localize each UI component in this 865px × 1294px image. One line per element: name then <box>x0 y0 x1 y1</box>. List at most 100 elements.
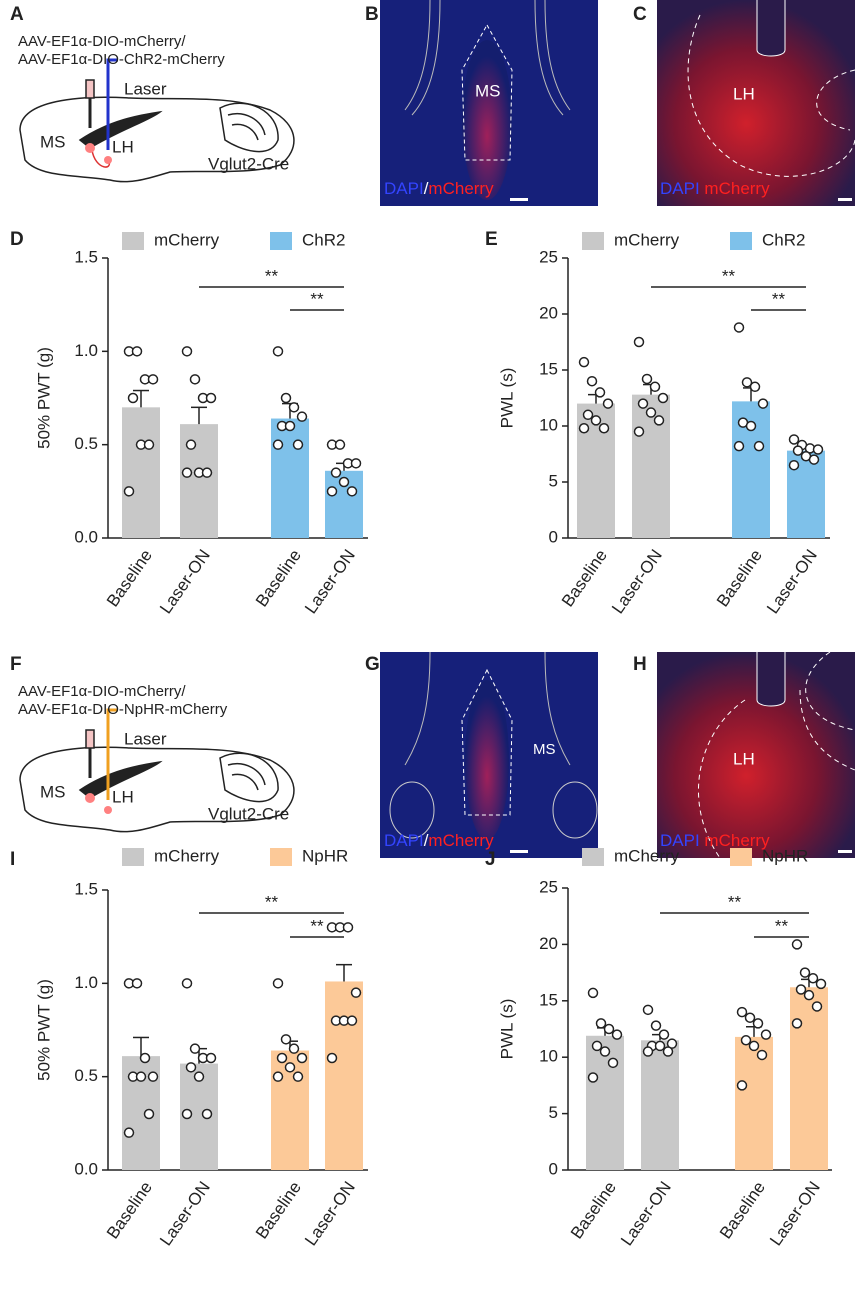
data-point <box>272 439 284 450</box>
data-point <box>741 377 753 388</box>
data-point <box>662 1046 674 1057</box>
data-point <box>756 1049 768 1061</box>
bar <box>586 1035 624 1170</box>
y-tick-label: 10 <box>539 415 558 434</box>
stain: mCherry <box>704 831 770 850</box>
construct: AAV-EF1α-DIO-ChR2-mCherry <box>18 51 225 68</box>
micrograph-c <box>657 0 856 206</box>
data-point <box>280 1034 292 1045</box>
data-point <box>350 458 362 469</box>
data-point <box>181 346 193 357</box>
y-tick-label: 25 <box>539 877 558 896</box>
stain: / <box>424 831 429 850</box>
data-point <box>342 922 354 933</box>
data-point <box>578 422 590 434</box>
x-tick-label: Laser-ON <box>301 546 359 617</box>
data-point <box>657 392 669 404</box>
legend-label: mCherry <box>154 846 220 865</box>
y-axis-label: 50% PWT (g) <box>34 979 53 1081</box>
data-point <box>752 1018 764 1029</box>
significance-label: ** <box>265 892 279 911</box>
data-point <box>733 440 745 452</box>
bar <box>122 407 160 538</box>
laser-label: Laser <box>124 79 167 98</box>
data-point <box>654 1040 666 1052</box>
bar <box>790 987 828 1170</box>
legend-swatch <box>582 232 604 250</box>
data-point <box>633 426 645 437</box>
data-point <box>326 486 338 497</box>
x-tick-label: Laser-ON <box>301 1178 359 1249</box>
stain: mCherry <box>428 179 494 198</box>
data-point <box>642 1046 654 1057</box>
data-point <box>123 1127 135 1138</box>
legend-label: ChR2 <box>302 230 345 249</box>
data-point <box>757 398 769 409</box>
legend-swatch <box>122 848 144 866</box>
data-point <box>598 422 610 434</box>
data-point <box>788 459 800 471</box>
y-tick-label: 15 <box>539 359 558 378</box>
x-tick-label: Baseline <box>567 1178 620 1242</box>
data-point <box>189 374 201 385</box>
significance-label: ** <box>265 266 279 285</box>
micrograph-b <box>380 0 598 206</box>
data-point <box>292 439 304 450</box>
legend-swatch <box>122 232 144 250</box>
data-point <box>812 444 824 455</box>
data-point <box>811 1001 823 1012</box>
y-tick-label: 1.5 <box>74 879 98 898</box>
laser-label: Laser <box>124 729 167 748</box>
y-tick-label: 10 <box>539 1047 558 1066</box>
data-point <box>288 402 300 413</box>
data-point <box>587 1072 599 1083</box>
data-point <box>326 1052 338 1064</box>
data-point <box>791 1018 803 1029</box>
data-point <box>603 1023 615 1035</box>
y-tick-label: 5 <box>549 1103 558 1122</box>
data-point <box>205 1052 217 1064</box>
panel-label: D <box>10 229 24 250</box>
data-point <box>346 1015 358 1026</box>
data-point <box>611 1029 623 1040</box>
construct: AAV-EF1α-DIO-mCherry/ <box>18 683 186 700</box>
data-point <box>760 1029 772 1040</box>
data-point <box>143 1108 155 1120</box>
data-point <box>586 375 598 387</box>
data-point <box>591 1040 603 1052</box>
data-point <box>736 1080 748 1091</box>
data-point <box>127 392 139 404</box>
data-point <box>272 978 284 989</box>
y-tick-label: 1.5 <box>74 247 98 266</box>
panel-label: F <box>10 654 22 675</box>
bar <box>641 1040 679 1170</box>
legend-label: mCherry <box>614 230 680 249</box>
schematic-f <box>19 708 295 833</box>
stain-caption: DAPI/mCherry <box>384 831 494 850</box>
schematic-a <box>19 58 295 183</box>
data-point <box>123 486 135 497</box>
stain: mCherry <box>428 831 494 850</box>
stain: / <box>424 179 429 198</box>
y-tick-label: 25 <box>539 247 558 266</box>
y-axis-label: PWL (s) <box>497 368 516 429</box>
panel-label: A <box>10 4 24 25</box>
panel-label: I <box>10 849 15 870</box>
data-point <box>745 420 757 432</box>
construct: AAV-EF1α-DIO-NpHR-mCherry <box>18 701 228 718</box>
data-point <box>753 440 765 452</box>
stain: DAPI <box>660 179 700 198</box>
data-point <box>334 439 346 450</box>
data-point <box>807 972 819 984</box>
mouse-label: Vglut2-Cre <box>208 804 289 823</box>
region-label: LH <box>112 787 134 806</box>
data-point <box>650 1020 662 1031</box>
y-tick-label: 0.5 <box>74 434 98 453</box>
x-tick-label: Baseline <box>103 1178 156 1242</box>
data-point <box>637 398 649 409</box>
bar <box>735 1036 773 1170</box>
data-point <box>185 439 197 450</box>
legend-label: NpHR <box>302 846 348 865</box>
legend-label: ChR2 <box>762 230 805 249</box>
